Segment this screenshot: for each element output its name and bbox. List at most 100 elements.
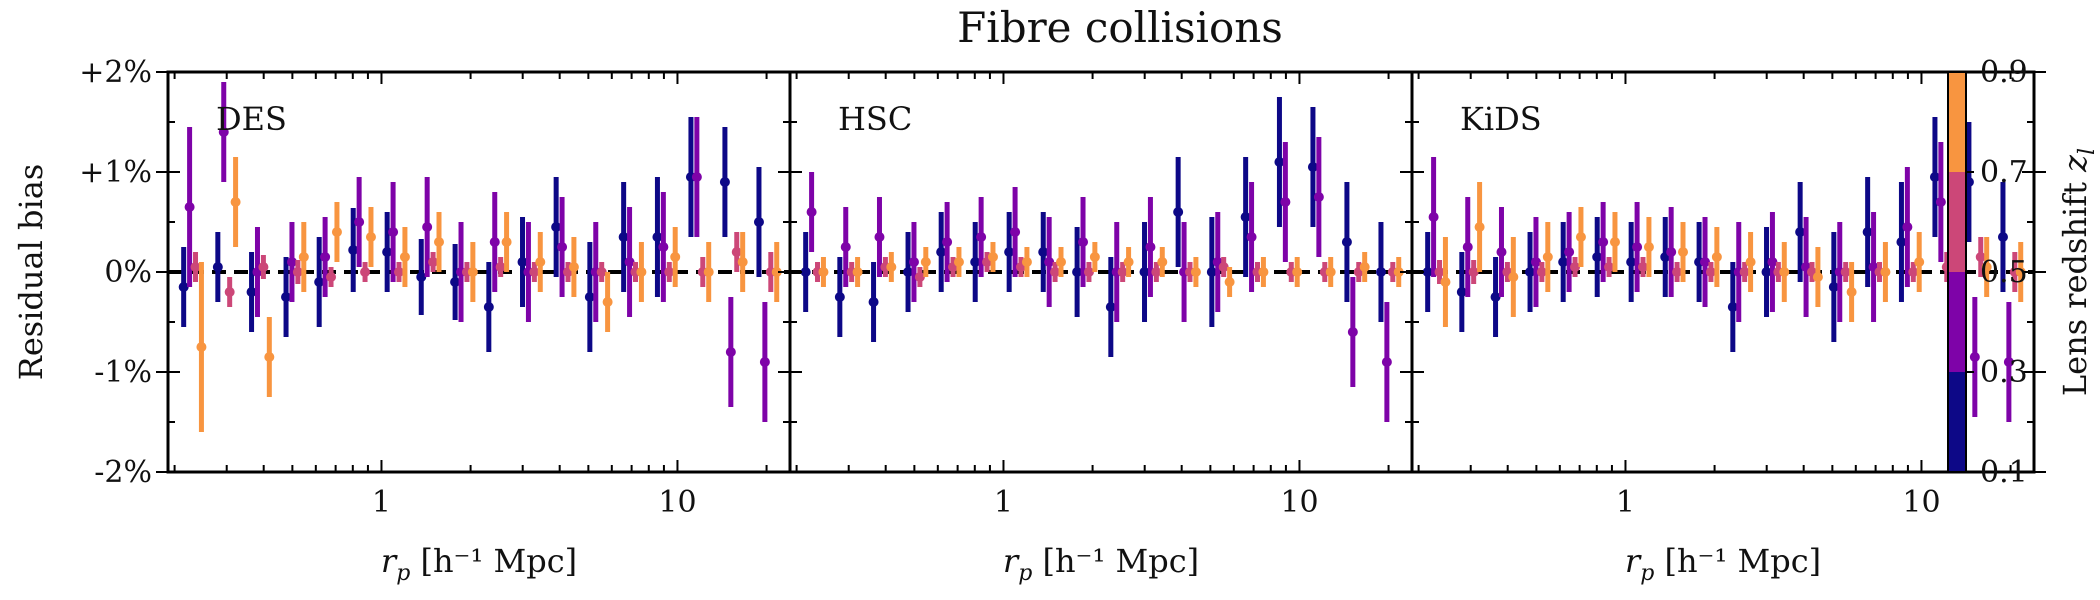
data-point xyxy=(218,127,229,137)
data-point xyxy=(1997,232,2008,242)
data-point xyxy=(1609,237,1620,247)
data-point xyxy=(753,217,764,227)
data-point xyxy=(1246,232,1257,242)
data-point xyxy=(212,262,223,272)
x-tick-label: 1 xyxy=(994,485,1013,520)
data-point xyxy=(903,267,914,277)
colorbar-tick-label: 0.1 xyxy=(1980,455,2028,490)
data-point xyxy=(483,302,494,312)
data-point xyxy=(568,262,579,272)
data-point xyxy=(1525,267,1536,277)
data-point xyxy=(230,197,241,207)
data-point xyxy=(258,262,269,272)
x-tick-label: 10 xyxy=(1902,485,1940,520)
data-point xyxy=(1280,197,1291,207)
data-point xyxy=(670,252,681,262)
data-point xyxy=(551,222,562,232)
data-point xyxy=(703,267,714,277)
data-point xyxy=(652,232,663,242)
series-z-0.1-0.3 xyxy=(178,117,764,352)
data-point xyxy=(1981,262,1992,272)
data-point xyxy=(184,202,195,212)
data-point xyxy=(1359,262,1370,272)
data-point xyxy=(360,267,371,277)
series-z-0.5-0.7 xyxy=(1434,237,2020,292)
data-point xyxy=(942,237,953,247)
data-point xyxy=(1010,227,1021,237)
data-point xyxy=(834,292,845,302)
data-point xyxy=(1393,267,1404,277)
panel-label-hsc: HSC xyxy=(838,100,912,138)
data-point xyxy=(1828,282,1839,292)
data-point xyxy=(1496,247,1507,257)
data-point xyxy=(868,297,879,307)
data-point xyxy=(529,267,540,277)
data-point xyxy=(1105,302,1116,312)
colorbar-segment xyxy=(1948,372,1966,472)
colorbar-tick-label: 0.5 xyxy=(1980,255,2028,290)
data-point xyxy=(1705,267,1716,277)
data-point xyxy=(1468,267,1479,277)
data-point xyxy=(495,262,506,272)
data-point xyxy=(264,352,275,362)
data-point xyxy=(818,267,829,277)
series-z-0.1-0.3 xyxy=(1422,117,2008,352)
data-point xyxy=(1678,247,1689,257)
x-axis-label: rp [h⁻¹ Mpc] xyxy=(381,542,577,586)
data-point xyxy=(602,297,613,307)
colorbar-tick-label: 0.3 xyxy=(1980,355,2028,390)
data-point xyxy=(1727,302,1738,312)
data-point xyxy=(1038,247,1049,257)
data-point xyxy=(399,252,410,262)
data-point xyxy=(1307,162,1318,172)
data-point xyxy=(246,287,257,297)
x-axis-label: rp [h⁻¹ Mpc] xyxy=(1003,542,1199,586)
data-point xyxy=(1490,292,1501,302)
data-point xyxy=(908,257,919,267)
data-point xyxy=(1313,192,1324,202)
data-point xyxy=(852,267,863,277)
data-point xyxy=(1325,267,1336,277)
data-point xyxy=(874,232,885,242)
data-point xyxy=(1341,237,1352,247)
chart-title: Fibre collisions xyxy=(957,3,1283,52)
data-point xyxy=(1190,267,1201,277)
data-point xyxy=(691,172,702,182)
series-z-0.1-0.3 xyxy=(800,97,1386,357)
colorbar: 0.1 0.3 0.5 0.7 0.9 Lens redshift zl xyxy=(1947,55,2100,490)
data-point xyxy=(394,267,405,277)
data-point xyxy=(1375,267,1386,277)
data-point xyxy=(914,272,925,282)
data-point xyxy=(636,267,647,277)
data-point xyxy=(1975,252,1986,262)
data-point xyxy=(1089,252,1100,262)
data-point xyxy=(1880,267,1891,277)
data-point xyxy=(1117,267,1128,277)
data-point xyxy=(840,242,851,252)
data-point xyxy=(1292,267,1303,277)
panels-layer: +2% +1% 0% -1% -2% 1 10 rp [h⁻¹ Mpc] DES 1 10 rp [h… xyxy=(79,55,2046,586)
data-point xyxy=(388,227,399,237)
data-point xyxy=(557,242,568,252)
data-point xyxy=(354,217,365,227)
data-point xyxy=(1151,267,1162,277)
data-point xyxy=(281,292,292,302)
data-point xyxy=(1604,262,1615,272)
data-point xyxy=(1711,252,1722,262)
series-z-0.5-0.7 xyxy=(190,232,776,307)
data-point xyxy=(1570,262,1581,272)
data-point xyxy=(725,347,736,357)
data-point xyxy=(1218,262,1229,272)
data-point xyxy=(1908,267,1919,277)
data-point xyxy=(1761,267,1772,277)
data-point xyxy=(1542,252,1553,262)
panel-des: +2% +1% 0% -1% -2% 1 10 rp [h⁻¹ Mpc] DES xyxy=(79,55,802,586)
data-point xyxy=(1558,257,1569,267)
panel-label-des: DES xyxy=(216,100,287,138)
data-point xyxy=(1666,247,1677,257)
data-point xyxy=(1224,277,1235,287)
data-point xyxy=(1004,247,1015,257)
data-point xyxy=(1206,267,1217,277)
data-point xyxy=(953,257,964,267)
x-tick-label: 1 xyxy=(1616,485,1635,520)
